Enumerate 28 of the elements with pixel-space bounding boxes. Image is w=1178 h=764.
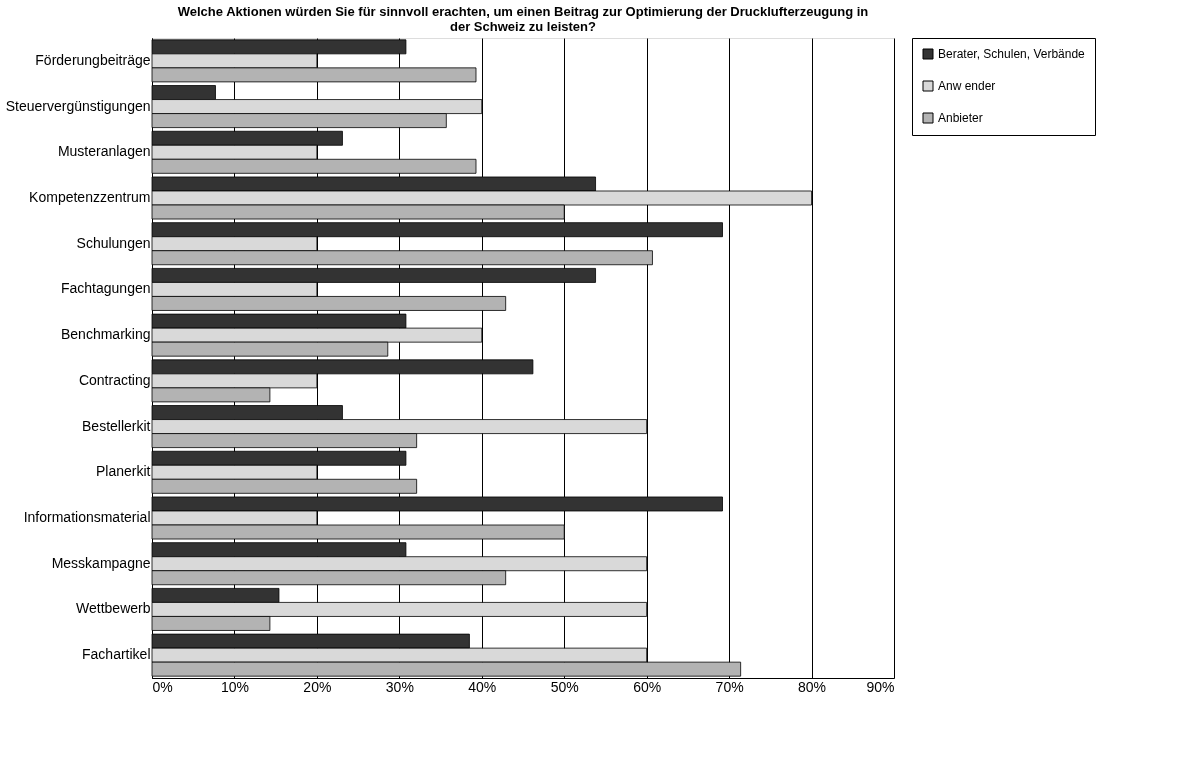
legend-label: Berater, Schulen, Verbände <box>938 47 1086 61</box>
y-tick-label: Bestellerkit <box>82 417 151 434</box>
chart-title: Welche Aktionen würden Sie für sinnvoll erachten, um einen Beitrag zur Optimierung der Drucklufterzeugung in der Schweiz zu leisten? <box>177 3 869 34</box>
y-tick-label: Schulungen <box>76 234 151 251</box>
y-tick-label: Messkampagne <box>51 554 151 571</box>
x-tick-label: 30% <box>385 678 414 695</box>
x-tick-label: 0% <box>152 678 173 695</box>
y-tick-label: Kompetenzzentrum <box>29 189 151 205</box>
y-tick-label: Contracting <box>78 371 151 388</box>
legend-label: Anw ender <box>938 79 996 93</box>
y-tick-label: Fachartikel <box>82 646 151 663</box>
y-tick-label: Musteranlagen <box>57 143 151 160</box>
y-tick-label: Planerkit <box>96 463 151 480</box>
x-tick-label: 40% <box>468 678 497 695</box>
x-tick-label: 50% <box>550 678 579 695</box>
y-tick-label: Informationsmaterial <box>23 509 151 525</box>
legend-label: Anbieter <box>938 111 983 125</box>
x-tick-label: 60% <box>633 678 662 695</box>
x-tick-label: 90% <box>866 678 895 695</box>
y-tick-label: Steuervergünstigungen <box>5 97 151 114</box>
x-tick-label: 70% <box>715 678 744 695</box>
y-tick-label: Förderungbeiträge <box>35 51 151 68</box>
x-tick-label: 20% <box>303 678 332 695</box>
x-tick-label: 10% <box>220 678 249 695</box>
y-tick-label: Wettbewerb <box>76 600 151 617</box>
y-tick-label: Fachtagungen <box>60 280 151 297</box>
y-tick-label: Benchmarking <box>61 326 151 343</box>
x-tick-label: 80% <box>798 678 827 695</box>
